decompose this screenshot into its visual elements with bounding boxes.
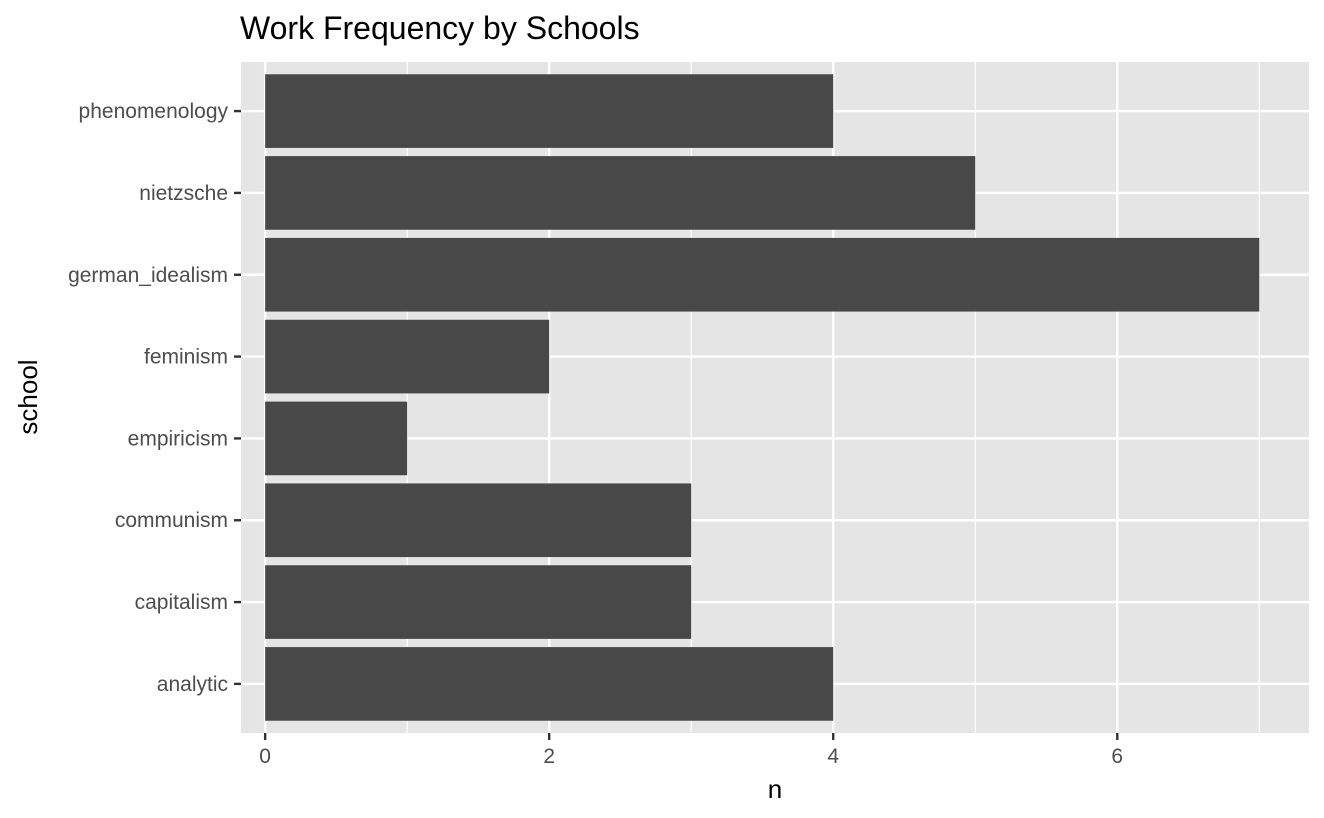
bar-phenomenology: [265, 74, 834, 148]
x-tick-label: 6: [1111, 745, 1123, 768]
bar-nietzsche: [265, 156, 976, 230]
y-tick-label: german_idealism: [68, 264, 228, 287]
y-tick-label: nietzsche: [139, 182, 228, 205]
axes: analytic capitalism communism empiricism fem…: [68, 100, 1123, 768]
bar-feminism: [265, 319, 550, 394]
y-tick-label: analytic: [157, 673, 228, 696]
y-tick-label: feminism: [144, 346, 228, 369]
bar-analytic: [265, 647, 834, 721]
x-tick-label: 0: [259, 745, 271, 768]
x-tick-label: 4: [827, 745, 839, 768]
bar-empiricism: [265, 401, 408, 476]
y-tick-label: capitalism: [135, 591, 228, 614]
y-tick-label: empiricism: [128, 427, 228, 450]
x-tick-label: 2: [543, 745, 555, 768]
x-axis-title: n: [768, 774, 782, 804]
y-tick-label: communism: [115, 509, 228, 532]
y-tick-label: phenomenology: [79, 100, 229, 123]
bar-capitalism: [265, 565, 692, 639]
bar-communism: [265, 483, 692, 558]
chart-title: Work Frequency by Schools: [240, 10, 640, 46]
bars: [265, 74, 1260, 721]
bar-german-idealism: [265, 237, 1260, 312]
y-axis-title: school: [13, 359, 43, 434]
